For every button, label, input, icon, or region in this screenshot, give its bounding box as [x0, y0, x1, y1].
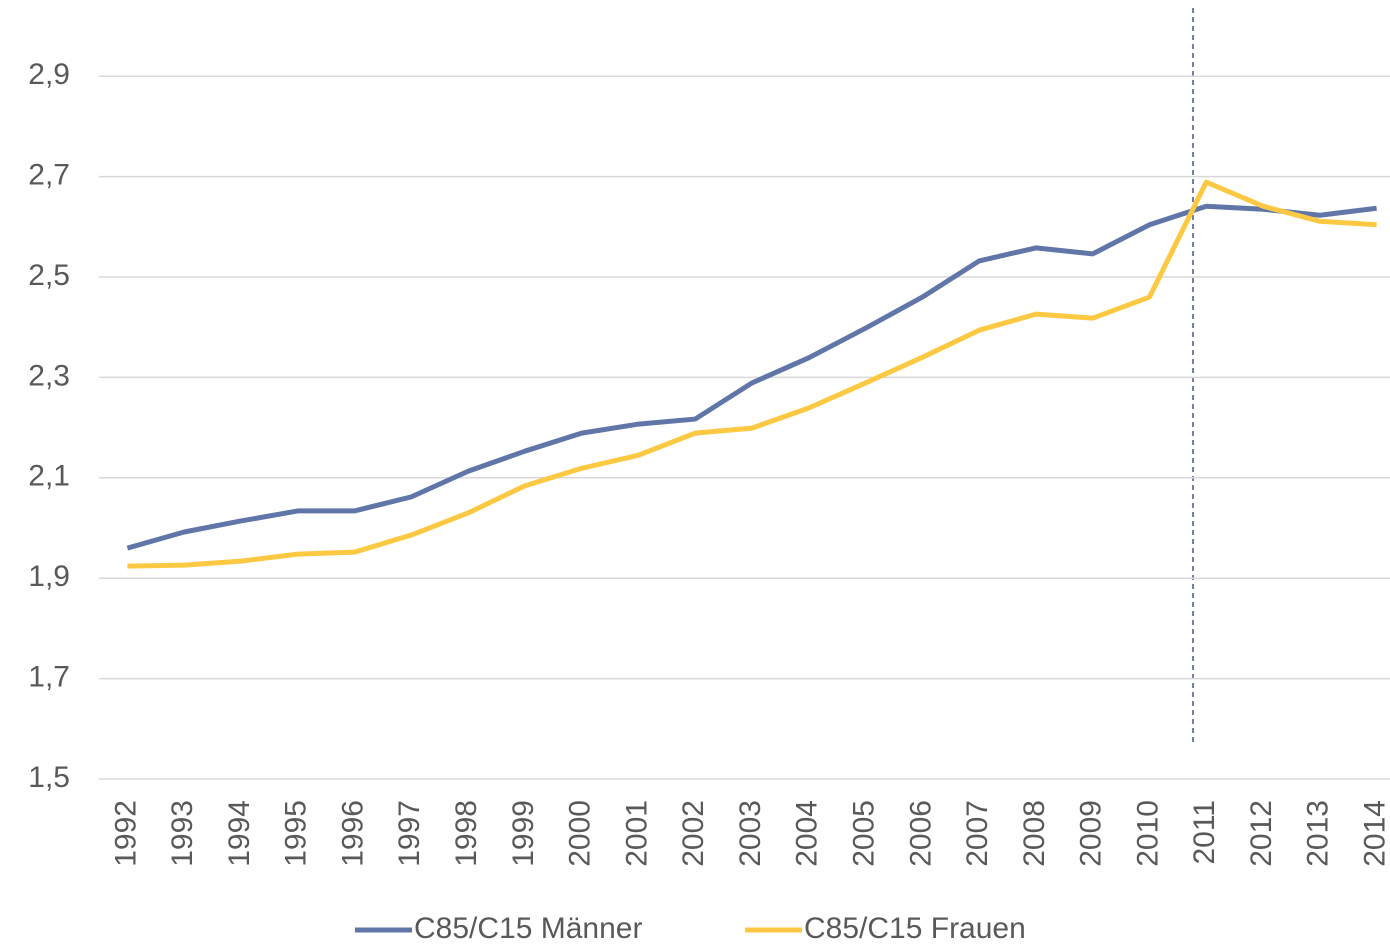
- y-tick-label: 2,5: [28, 259, 70, 292]
- series-line: [127, 179, 1377, 569]
- x-tick-label: 1995: [280, 800, 313, 867]
- x-tick-label: 2006: [904, 800, 937, 867]
- y-tick-label: 1,9: [28, 560, 70, 593]
- y-tick-label: 1,7: [28, 661, 70, 694]
- x-tick-label: 2009: [1075, 800, 1108, 867]
- x-tick-label: 1999: [507, 800, 540, 867]
- y-tick-label: 1,5: [28, 761, 70, 794]
- series-line: [126, 203, 1377, 551]
- x-tick-label: 2011: [1188, 800, 1221, 865]
- x-tick-label: 2012: [1245, 800, 1278, 867]
- x-tick-label: 2002: [677, 800, 710, 867]
- x-tick-label: 1998: [450, 800, 483, 867]
- x-tick-label: 2004: [791, 800, 824, 867]
- x-tick-label: 2010: [1131, 800, 1164, 867]
- y-tick-label: 2,9: [28, 58, 70, 91]
- legend-label: C85/C15 Männer: [414, 912, 642, 945]
- x-tick-label: 1996: [336, 800, 369, 867]
- x-tick-label: 1993: [166, 800, 199, 867]
- x-tick-label: 2003: [734, 800, 767, 867]
- x-tick-label: 2005: [847, 800, 880, 867]
- x-tick-label: 2013: [1302, 800, 1335, 867]
- x-tick-label: 2007: [961, 800, 994, 867]
- y-tick-label: 2,3: [28, 359, 70, 392]
- x-tick-label: 1994: [223, 800, 256, 867]
- y-tick-label: 2,7: [28, 159, 70, 192]
- x-tick-label: 2001: [620, 800, 653, 867]
- x-tick-label: 2000: [564, 800, 597, 867]
- y-tick-label: 2,1: [28, 460, 70, 493]
- x-tick-label: 2014: [1359, 800, 1390, 867]
- x-tick-label: 1992: [109, 800, 142, 867]
- x-tick-label: 2008: [1018, 800, 1051, 867]
- legend-label: C85/C15 Frauen: [804, 912, 1026, 945]
- x-tick-label: 1997: [393, 800, 426, 867]
